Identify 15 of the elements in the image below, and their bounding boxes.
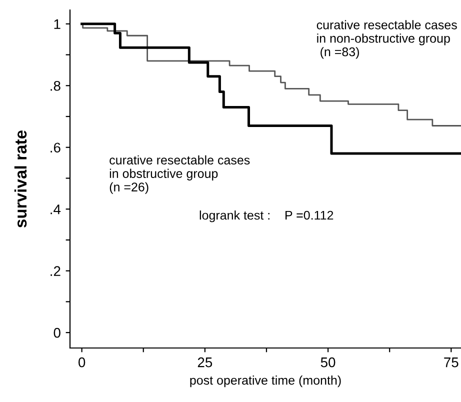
x-tick-label: 50 <box>320 357 336 368</box>
y-tick-label: .4 <box>50 204 61 214</box>
x-axis-title: post operative time (month) <box>190 376 341 388</box>
x-tick-label: 0 <box>78 357 86 368</box>
y-tick-label: .2 <box>50 266 60 276</box>
text: curative resectable cases in obstructive group (n =26) <box>110 155 250 194</box>
y-tick-label: 0 <box>54 328 60 338</box>
x-tick-label: 75 <box>444 358 458 368</box>
text: curative resectable cases in non-obstructive group (n =83) <box>316 20 457 59</box>
y-tick-label: .6 <box>50 142 60 153</box>
y-axis-title: survival rate <box>14 130 27 228</box>
annotation: logrank test : P =0.112 <box>200 210 334 222</box>
y-tick-label: 1 <box>54 19 60 29</box>
y-tick-label: .8 <box>50 80 60 91</box>
x-tick-label: 25 <box>198 357 212 368</box>
